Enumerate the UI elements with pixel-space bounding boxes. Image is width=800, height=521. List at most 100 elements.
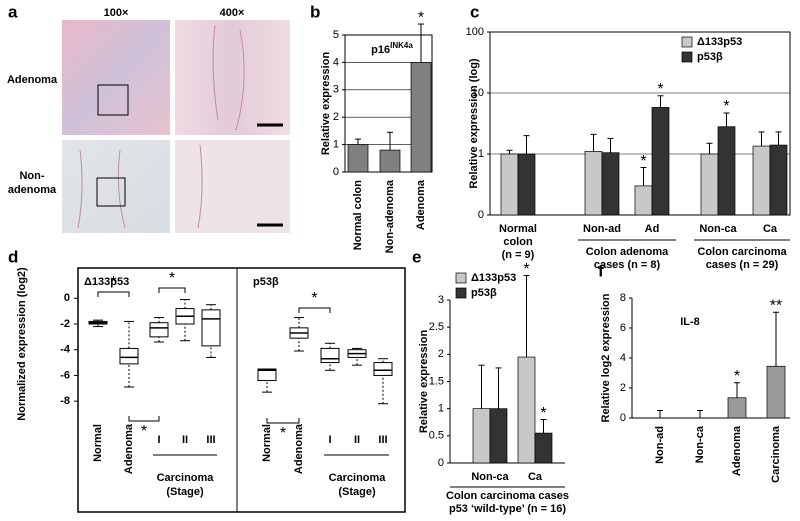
bar bbox=[500, 153, 519, 216]
y-axis-label: Relative log2 expression bbox=[600, 293, 612, 422]
bar bbox=[769, 144, 788, 216]
x-tick-label: Ad bbox=[645, 223, 660, 235]
significance-bracket bbox=[158, 287, 186, 293]
x-tick-label: Normal bbox=[92, 424, 104, 462]
y-tick-label: 6 bbox=[620, 322, 626, 334]
x-tick-label: Non-adenoma bbox=[384, 179, 396, 253]
box bbox=[373, 362, 393, 376]
x-tick-label: Normal bbox=[261, 424, 273, 462]
chart-title-superscript: INK4a bbox=[390, 41, 413, 50]
y-tick-label: 4 bbox=[620, 352, 626, 364]
y-tick-label: 0 bbox=[64, 292, 70, 304]
x-tick-label: Non-ca bbox=[699, 223, 737, 235]
chart-title: IL-8 bbox=[680, 316, 700, 328]
significance-star: * bbox=[311, 290, 317, 307]
y-tick-label: 3 bbox=[438, 294, 444, 306]
row-label: Non- bbox=[19, 170, 44, 182]
significance-star: ** bbox=[770, 297, 782, 314]
bar bbox=[752, 145, 771, 216]
significance-star: * bbox=[169, 270, 175, 287]
x-tick-label: II bbox=[182, 434, 188, 446]
y-tick-label: 2 bbox=[333, 111, 339, 123]
x-tick-label: Non-ad bbox=[654, 426, 666, 464]
significance-star: * bbox=[110, 274, 116, 291]
bar bbox=[651, 107, 670, 216]
y-axis-label: Relative expression bbox=[418, 330, 430, 434]
chart-title: p16INK4a bbox=[371, 41, 413, 56]
group-label: Colon adenoma bbox=[586, 246, 669, 258]
x-tick-label: colon bbox=[503, 236, 533, 248]
y-axis-label: Relative expression bbox=[320, 52, 332, 156]
group-label: cases (n = 8) bbox=[594, 259, 661, 271]
bar bbox=[472, 408, 491, 464]
panel-letter: a bbox=[8, 2, 18, 21]
row-label: Adenoma bbox=[7, 74, 58, 86]
significance-star: * bbox=[640, 153, 646, 170]
x-tick-label: I bbox=[157, 434, 160, 446]
bar bbox=[534, 432, 553, 464]
group-label: Carcinoma bbox=[329, 472, 387, 484]
panel-letter: d bbox=[8, 247, 18, 266]
box bbox=[320, 347, 340, 364]
x-tick-label: Normal bbox=[499, 223, 537, 235]
legend-swatch bbox=[455, 272, 467, 284]
bar bbox=[727, 397, 747, 419]
legend-swatch bbox=[455, 287, 467, 299]
bar bbox=[717, 126, 736, 216]
panel-letter: b bbox=[310, 2, 320, 21]
significance-bracket bbox=[298, 307, 331, 313]
y-tick-label: 2.5 bbox=[429, 321, 444, 333]
significance-star: * bbox=[540, 405, 546, 422]
column-header: 400× bbox=[220, 7, 245, 19]
legend-label: Δ133p53 bbox=[471, 272, 516, 284]
micrograph bbox=[175, 20, 290, 135]
significance-star: * bbox=[523, 261, 529, 278]
bar bbox=[517, 153, 536, 216]
x-tick-label: II bbox=[354, 434, 360, 446]
column-header: 100× bbox=[104, 7, 129, 19]
y-tick-label: 0.5 bbox=[429, 430, 444, 442]
bar bbox=[766, 365, 786, 419]
y-tick-label: -8 bbox=[60, 395, 70, 407]
y-tick-label: 1.5 bbox=[429, 375, 444, 387]
y-axis-label: Relative expression (log) bbox=[468, 58, 480, 189]
bar bbox=[584, 151, 603, 216]
group-label: (Stage) bbox=[166, 486, 204, 498]
x-tick-label: Adenoma bbox=[293, 423, 305, 474]
inset-box bbox=[96, 177, 126, 207]
group-label: Carcinoma bbox=[157, 472, 215, 484]
inset-box bbox=[97, 84, 129, 116]
tissue-texture bbox=[77, 24, 245, 229]
bar bbox=[601, 152, 620, 216]
x-tick-label: I bbox=[328, 434, 331, 446]
y-tick-label: 100 bbox=[466, 26, 484, 38]
bar bbox=[489, 408, 508, 464]
group-label: (Stage) bbox=[338, 486, 376, 498]
group-label: cases (n = 29) bbox=[706, 259, 779, 271]
row-label: adenoma bbox=[8, 184, 57, 196]
y-tick-label: 5 bbox=[333, 29, 339, 41]
legend-swatch bbox=[681, 36, 693, 48]
y-tick-label: 0 bbox=[478, 209, 484, 221]
x-tick-label: Ca bbox=[763, 223, 778, 235]
chart-title: p16 bbox=[371, 44, 390, 56]
y-tick-label: 1 bbox=[333, 139, 339, 151]
y-tick-label: 0 bbox=[438, 457, 444, 469]
y-tick-label: 4 bbox=[333, 56, 339, 68]
micrograph bbox=[62, 20, 170, 135]
bar bbox=[379, 149, 401, 173]
bar bbox=[347, 144, 369, 173]
significance-bracket bbox=[128, 416, 160, 422]
legend-swatch bbox=[681, 51, 693, 63]
y-tick-label: -6 bbox=[60, 369, 70, 381]
y-tick-label: -2 bbox=[60, 318, 70, 330]
x-tick-label: III bbox=[206, 434, 215, 446]
series-title: p53β bbox=[253, 276, 279, 288]
series-title: Δ133p53 bbox=[84, 276, 129, 288]
x-axis-label: p53 ‘wild-type’ (n = 16) bbox=[449, 503, 566, 515]
significance-star: * bbox=[734, 368, 740, 385]
x-tick-label: (n = 9) bbox=[502, 249, 535, 261]
bar bbox=[634, 185, 653, 216]
significance-star: * bbox=[141, 423, 147, 440]
